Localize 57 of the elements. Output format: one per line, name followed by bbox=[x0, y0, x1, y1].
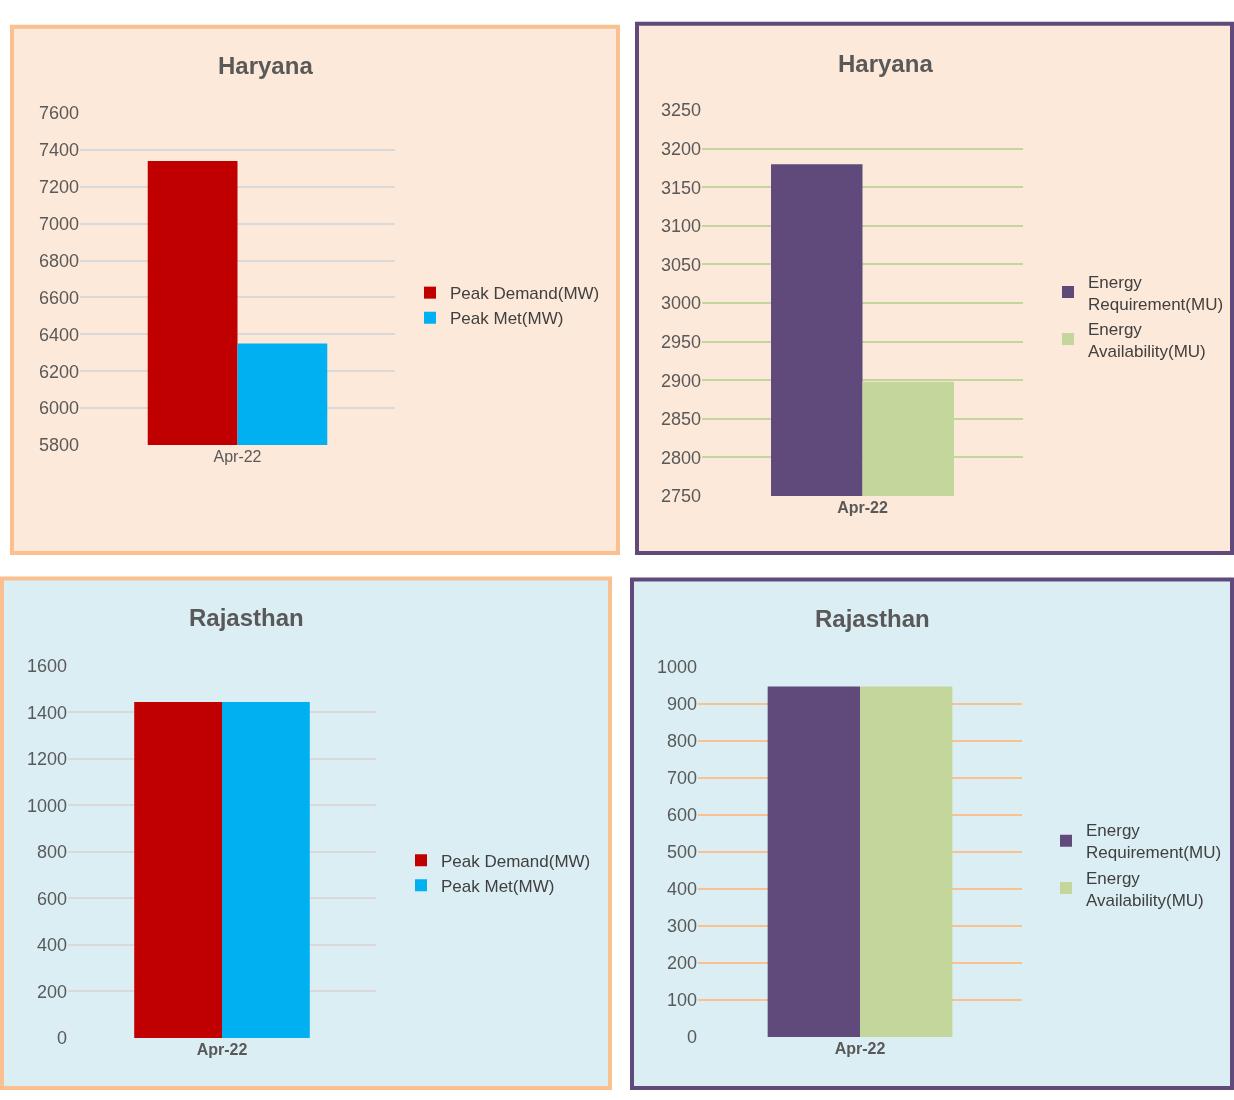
chart-title: Haryana bbox=[218, 52, 314, 79]
y-tick-label: 2900 bbox=[660, 370, 701, 391]
y-tick-label: 1000 bbox=[26, 795, 67, 816]
x-tick-label: Apr-22 bbox=[196, 1040, 248, 1058]
y-tick-label: 2800 bbox=[660, 447, 701, 468]
y-tick-label: 6200 bbox=[38, 361, 79, 382]
y-tick-label: 900 bbox=[666, 694, 697, 715]
y-tick-label: 6000 bbox=[38, 398, 79, 419]
x-tick-label: Apr-22 bbox=[213, 447, 262, 465]
legend-label: Peak Demand(MW) bbox=[450, 284, 600, 304]
y-tick-label: 2850 bbox=[660, 409, 701, 430]
legend-label: Peak Demand(MW) bbox=[441, 851, 591, 871]
y-tick-label: 6800 bbox=[38, 250, 79, 271]
y-tick-label: 700 bbox=[666, 768, 697, 789]
y-tick-label: 3200 bbox=[660, 139, 701, 160]
y-tick-label: 3000 bbox=[660, 293, 701, 314]
legend-label: Energy Requirement(MU) bbox=[1086, 821, 1222, 863]
legend-label: Energy Availability(MU) bbox=[1086, 868, 1204, 910]
y-tick-label: 0 bbox=[686, 1027, 697, 1048]
y-tick-label: 3050 bbox=[660, 254, 701, 275]
y-tick-label: 100 bbox=[666, 990, 697, 1011]
y-tick-label: 7400 bbox=[38, 140, 79, 161]
legend-label: Energy Availability(MU) bbox=[1088, 319, 1206, 361]
y-tick-label: 400 bbox=[36, 935, 67, 956]
chart-title: Rajasthan bbox=[815, 605, 930, 632]
y-tick-label: 1000 bbox=[656, 657, 697, 678]
y-tick-label: 1600 bbox=[26, 656, 67, 677]
y-tick-label: 200 bbox=[36, 981, 67, 1002]
y-tick-label: 3250 bbox=[660, 100, 701, 121]
y-tick-label: 1400 bbox=[26, 702, 67, 723]
y-tick-label: 6600 bbox=[38, 287, 79, 308]
legend-label: Peak Met(MW) bbox=[441, 876, 555, 896]
y-tick-label: 6400 bbox=[38, 324, 79, 345]
y-tick-label: 2750 bbox=[660, 486, 701, 507]
chart-title: Haryana bbox=[838, 50, 934, 77]
y-tick-label: 600 bbox=[666, 805, 697, 826]
y-tick-label: 800 bbox=[36, 842, 67, 863]
y-tick-label: 7200 bbox=[38, 177, 79, 198]
y-tick-label: 400 bbox=[666, 879, 697, 900]
y-tick-label: 800 bbox=[666, 731, 697, 752]
y-tick-label: 2950 bbox=[660, 331, 701, 352]
chart-title: Rajasthan bbox=[189, 604, 304, 631]
x-tick-label: Apr-22 bbox=[837, 499, 888, 516]
y-tick-label: 3100 bbox=[660, 216, 701, 237]
y-tick-label: 200 bbox=[666, 953, 697, 974]
y-tick-label: 1200 bbox=[26, 749, 67, 770]
x-tick-label: Apr-22 bbox=[834, 1039, 886, 1057]
y-tick-label: 0 bbox=[56, 1028, 67, 1049]
y-tick-label: 7000 bbox=[38, 214, 79, 235]
y-tick-label: 5800 bbox=[38, 435, 79, 456]
y-tick-label: 7600 bbox=[38, 103, 79, 124]
y-tick-label: 300 bbox=[666, 916, 697, 937]
legend-label: Peak Met(MW) bbox=[450, 309, 564, 329]
legend-label: Energy Requirement(MU) bbox=[1088, 272, 1224, 314]
y-tick-label: 600 bbox=[36, 888, 67, 909]
y-tick-label: 3150 bbox=[660, 177, 701, 198]
y-tick-label: 500 bbox=[666, 842, 697, 863]
